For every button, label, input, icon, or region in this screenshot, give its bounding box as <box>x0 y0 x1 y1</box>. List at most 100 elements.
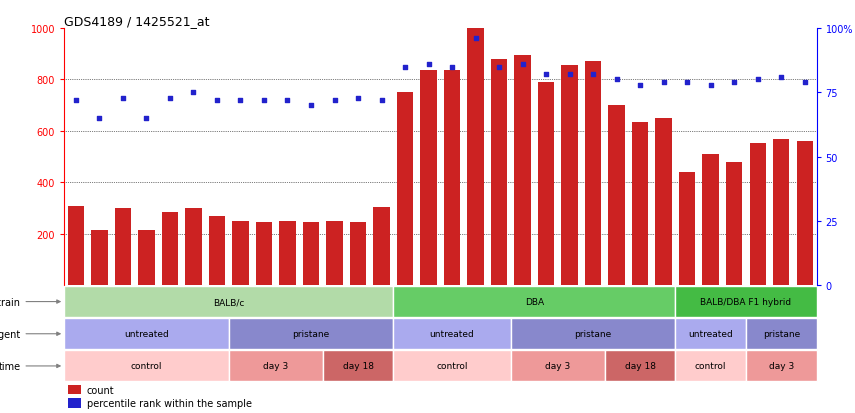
Text: untreated: untreated <box>430 330 475 338</box>
Bar <box>511 318 675 349</box>
Bar <box>233 221 249 286</box>
Bar <box>374 207 390 286</box>
Bar <box>515 56 531 286</box>
Text: untreated: untreated <box>124 330 168 338</box>
Point <box>728 80 741 86</box>
Bar <box>393 318 511 349</box>
Point <box>610 77 623 83</box>
Text: day 18: day 18 <box>625 361 656 370</box>
Bar <box>675 318 746 349</box>
Bar <box>656 119 672 286</box>
Bar <box>746 318 817 349</box>
Text: BALB/c: BALB/c <box>213 297 245 306</box>
Point <box>587 72 600 78</box>
Point <box>422 62 435 68</box>
Bar <box>675 351 746 382</box>
Bar <box>64 318 229 349</box>
Bar <box>280 221 296 286</box>
Point <box>634 82 647 89</box>
Bar <box>538 83 554 286</box>
Bar <box>115 209 131 286</box>
Bar <box>726 162 742 286</box>
Bar <box>350 222 366 286</box>
Bar <box>229 318 393 349</box>
Bar <box>64 287 393 317</box>
Text: agent: agent <box>0 329 60 339</box>
Text: day 3: day 3 <box>545 361 570 370</box>
Text: time: time <box>0 361 60 371</box>
Bar <box>91 230 108 286</box>
Text: GDS4189 / 1425521_at: GDS4189 / 1425521_at <box>64 15 209 28</box>
Bar <box>68 398 81 408</box>
Point <box>327 97 341 104</box>
Point <box>657 80 670 86</box>
Text: count: count <box>86 385 115 394</box>
Text: day 3: day 3 <box>769 361 794 370</box>
Bar <box>444 71 460 286</box>
Bar <box>327 221 343 286</box>
Bar <box>491 60 507 286</box>
Point <box>374 97 388 104</box>
Point <box>304 103 318 109</box>
Point <box>139 116 153 122</box>
Bar <box>162 213 178 286</box>
Bar <box>511 351 605 382</box>
Point <box>116 95 130 102</box>
Point <box>210 97 224 104</box>
Bar <box>68 206 84 286</box>
Point <box>69 97 83 104</box>
Bar <box>604 351 675 382</box>
Point <box>492 64 506 71</box>
Point <box>469 36 482 43</box>
Point <box>445 64 459 71</box>
Text: pristane: pristane <box>575 330 612 338</box>
Bar <box>750 143 766 286</box>
Text: day 3: day 3 <box>263 361 288 370</box>
Bar <box>139 230 155 286</box>
Bar <box>68 385 81 394</box>
Bar <box>393 351 511 382</box>
Point <box>704 82 717 89</box>
Point <box>186 90 200 96</box>
Point <box>92 116 106 122</box>
Bar <box>773 139 789 286</box>
Bar <box>229 351 323 382</box>
Point <box>681 80 694 86</box>
Bar <box>468 29 484 286</box>
Point <box>233 97 247 104</box>
Point <box>751 77 764 83</box>
Bar <box>303 222 319 286</box>
Point <box>540 72 553 78</box>
Bar <box>746 351 817 382</box>
Bar <box>703 155 719 286</box>
Text: DBA: DBA <box>525 297 544 306</box>
Point <box>257 97 271 104</box>
Text: control: control <box>131 361 162 370</box>
Text: pristane: pristane <box>763 330 800 338</box>
Text: BALB/DBA F1 hybrid: BALB/DBA F1 hybrid <box>700 297 792 306</box>
Bar <box>609 106 625 286</box>
Text: percentile rank within the sample: percentile rank within the sample <box>86 398 251 408</box>
Point <box>516 62 529 68</box>
Text: control: control <box>695 361 727 370</box>
Bar <box>679 173 695 286</box>
Point <box>775 74 788 81</box>
Bar <box>797 142 813 286</box>
Point <box>351 95 365 102</box>
Text: untreated: untreated <box>688 330 733 338</box>
Point <box>798 80 811 86</box>
Bar <box>585 62 601 286</box>
Bar <box>675 287 817 317</box>
Point <box>280 97 294 104</box>
Bar <box>562 66 578 286</box>
Bar <box>632 123 648 286</box>
Bar <box>323 351 393 382</box>
Text: pristane: pristane <box>292 330 330 338</box>
Bar <box>397 93 413 286</box>
Text: control: control <box>436 361 468 370</box>
Point <box>398 64 412 71</box>
Point <box>563 72 576 78</box>
Point <box>163 95 177 102</box>
Text: strain: strain <box>0 297 60 307</box>
Bar <box>209 216 225 286</box>
